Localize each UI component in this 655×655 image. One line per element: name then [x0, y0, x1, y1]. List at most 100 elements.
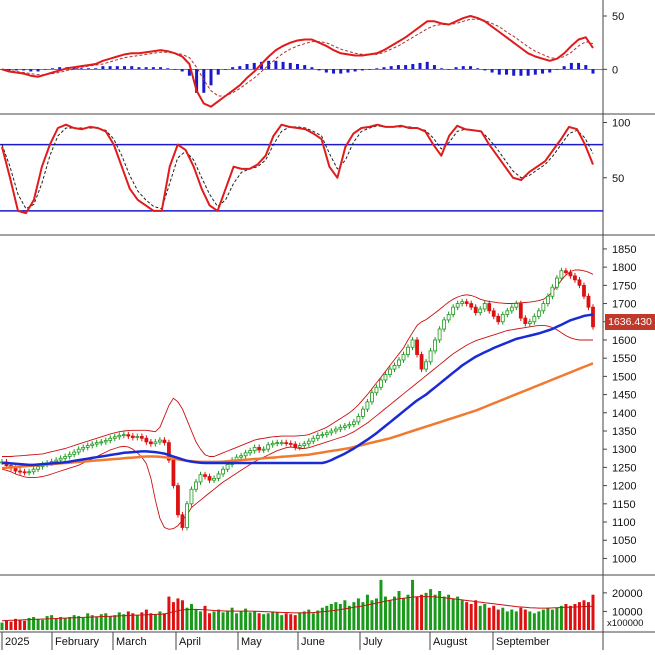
- volume-bar: [239, 611, 243, 630]
- volume-bar: [226, 610, 230, 630]
- volume-bar: [429, 589, 433, 630]
- macd-histogram-bar: [411, 64, 415, 70]
- volume-bar: [460, 600, 464, 630]
- volume-bar: [180, 600, 184, 630]
- macd-histogram-bar: [216, 69, 220, 75]
- macd-histogram-bar: [101, 66, 105, 70]
- volume-bar: [18, 619, 22, 630]
- macd-signal-line: [1, 18, 594, 97]
- candle-body: [85, 445, 90, 448]
- volume-bar: [424, 592, 428, 630]
- volume-bar: [230, 607, 234, 630]
- candle-body: [523, 317, 528, 324]
- candle-body: [577, 279, 582, 286]
- volume-bar: [289, 614, 293, 630]
- candle-body: [252, 446, 257, 452]
- macd-histogram-bar: [476, 68, 480, 70]
- candle-body: [582, 284, 586, 297]
- candle-body: [324, 432, 329, 436]
- volume-bar: [559, 605, 563, 630]
- volume-bar: [262, 614, 266, 630]
- volume-bar: [54, 618, 58, 630]
- candle-body: [293, 443, 298, 448]
- candle-body: [90, 443, 95, 446]
- candle-body: [586, 295, 591, 308]
- candle-body: [518, 303, 523, 319]
- last-price-label: 1636.430: [605, 314, 655, 330]
- macd-histogram-bar: [259, 61, 263, 70]
- volume-bar: [68, 617, 72, 630]
- volume-bar: [32, 617, 36, 630]
- volume-bar: [383, 596, 387, 630]
- candle-body: [167, 442, 171, 461]
- macd-histogram-bar: [94, 68, 98, 70]
- macd-histogram-bar: [389, 66, 393, 70]
- volume-bar: [149, 613, 153, 630]
- volume-bar: [591, 594, 595, 630]
- macd-histogram-bar: [432, 65, 436, 70]
- candle-body: [194, 481, 198, 490]
- candle-body: [54, 459, 59, 462]
- candle-body: [176, 485, 180, 516]
- price-tick-label: 1250: [612, 462, 636, 474]
- macd-histogram-bar: [130, 66, 134, 70]
- candle-body: [239, 455, 244, 458]
- candle-body: [212, 477, 216, 481]
- month-label: August: [433, 636, 467, 648]
- volume-bar: [176, 598, 180, 630]
- price-tick-label: 1700: [612, 299, 636, 311]
- volume-bar: [158, 611, 162, 630]
- macd-histogram-bar: [562, 66, 566, 70]
- volume-tick-label: 10000: [612, 606, 643, 618]
- candle-body: [72, 451, 77, 455]
- candle-body: [496, 315, 501, 323]
- volume-bar: [171, 602, 175, 630]
- volume-bar: [564, 604, 568, 630]
- volume-bar: [379, 579, 383, 630]
- volume-bar: [99, 614, 103, 630]
- candle-body: [460, 301, 465, 304]
- macd-histogram-bar: [29, 69, 33, 72]
- price-tick-label: 1350: [612, 426, 636, 438]
- month-label: June: [301, 636, 325, 648]
- candle-body: [207, 476, 212, 481]
- volume-bar: [144, 609, 148, 630]
- ma-long-line: [1, 362, 594, 470]
- volume-bar: [45, 616, 49, 630]
- volume-bar: [95, 617, 99, 630]
- candle-body: [397, 359, 401, 366]
- macd-histogram-bar: [569, 62, 573, 70]
- price-tick-label: 1150: [612, 499, 636, 511]
- volume-bar: [546, 607, 550, 630]
- volume-bar: [9, 621, 13, 630]
- macd-histogram-bar: [346, 69, 350, 73]
- volume-bar: [122, 614, 126, 630]
- macd-histogram-bar: [115, 66, 119, 70]
- macd-histogram-bar: [72, 67, 76, 70]
- volume-bar: [338, 604, 342, 630]
- volume-multiplier-label: x100000: [607, 618, 643, 629]
- volume-bar: [537, 611, 541, 630]
- macd-histogram-bar: [108, 66, 112, 70]
- macd-histogram-bar: [159, 67, 163, 70]
- macd-histogram-bar: [404, 65, 408, 70]
- volume-bar: [77, 616, 81, 630]
- volume-bar: [478, 605, 482, 630]
- volume-bar: [253, 611, 257, 630]
- volume-bar: [510, 609, 514, 630]
- candle-body: [279, 442, 284, 445]
- month-label: February: [55, 636, 100, 648]
- candle-body: [306, 440, 311, 445]
- volume-bar: [451, 598, 455, 630]
- candle-body: [198, 474, 203, 483]
- macd-histogram-bar: [209, 69, 213, 86]
- volume-bar: [586, 602, 590, 630]
- candle-body: [591, 306, 595, 328]
- volume-bar: [5, 620, 9, 630]
- macd-histogram-bar: [519, 69, 523, 76]
- candle-body: [559, 270, 564, 279]
- candle-body: [63, 456, 68, 459]
- macd-histogram-bar: [461, 66, 465, 70]
- candle-body: [536, 310, 541, 317]
- candle-body: [514, 303, 519, 308]
